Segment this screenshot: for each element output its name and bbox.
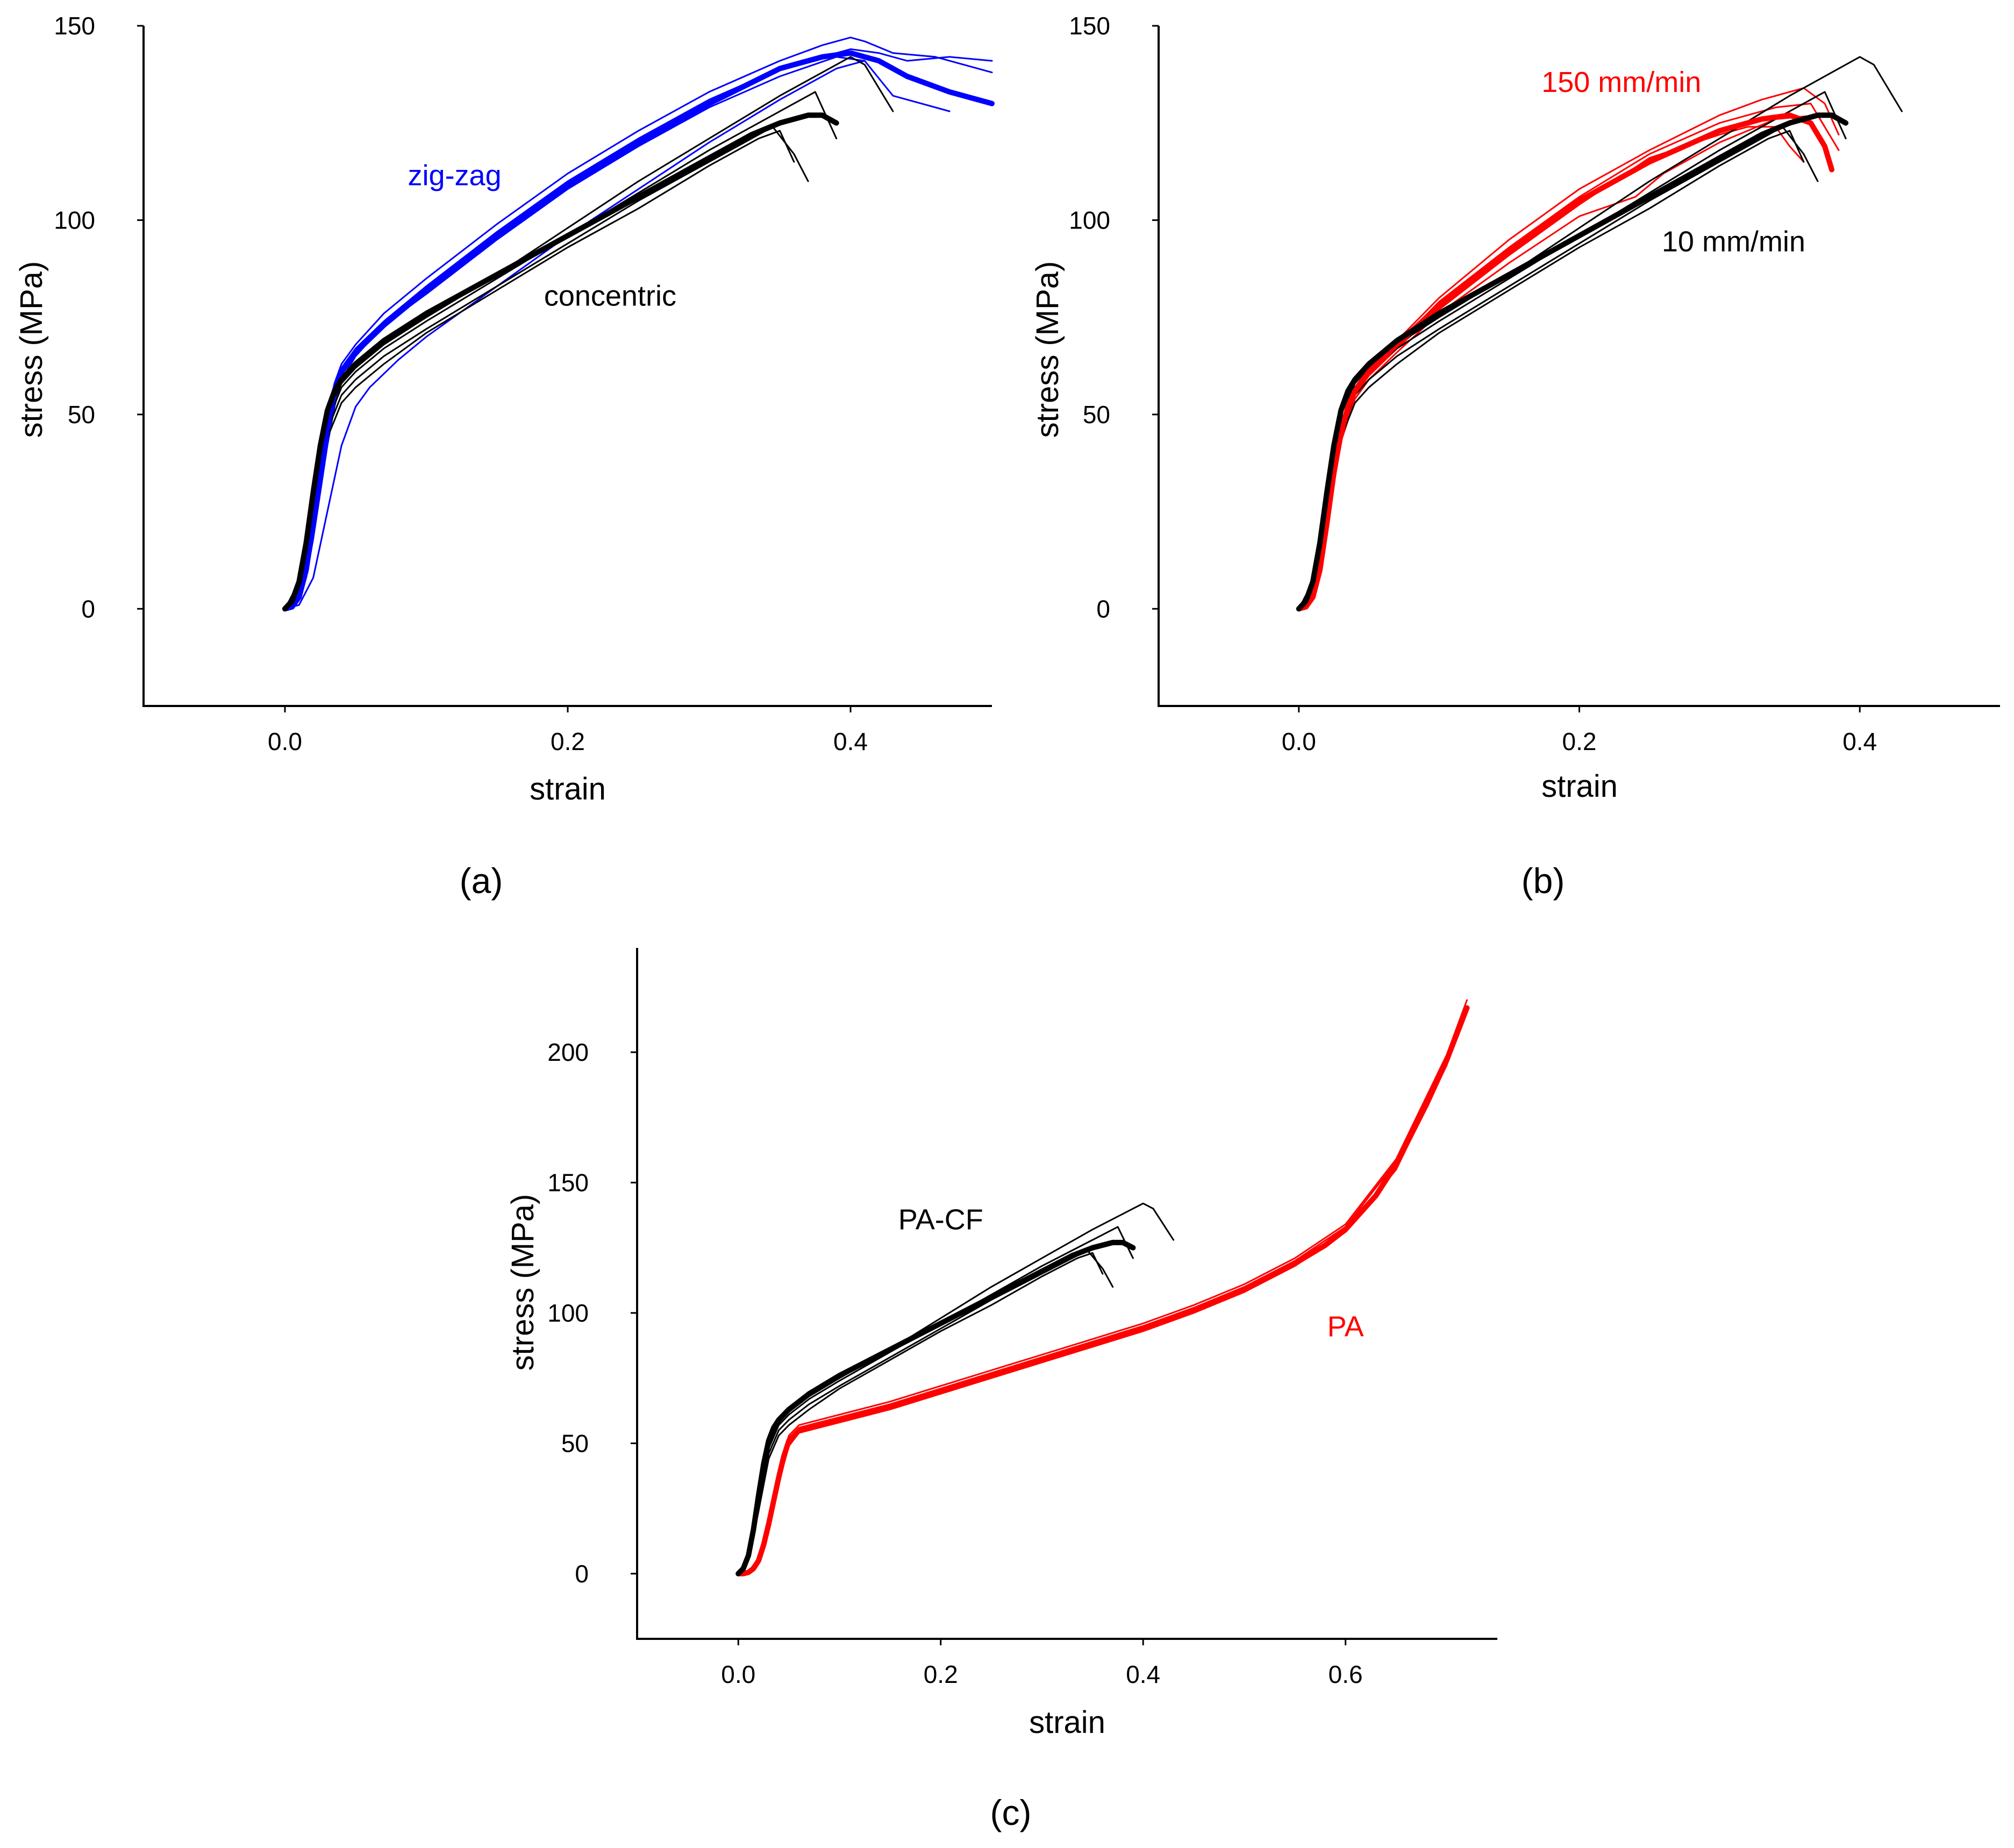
panel-c-caption: (c)	[990, 1793, 1032, 1832]
panel-b: 0.0 0.2 0.4 0 50 100 150 strain stress (MPa) 1…	[1030, 12, 2000, 901]
panel-b-x-tick-label: 0.0	[1282, 727, 1316, 755]
panel-a-y-tick-label: 50	[68, 401, 95, 429]
panel-a-x-tick-label: 0.2	[551, 727, 585, 755]
panel-a-axes	[142, 26, 992, 707]
panel-b-series-1-mean-line	[1296, 112, 1834, 612]
panel-b-axes	[1158, 26, 2000, 707]
panel-a-caption: (a)	[460, 861, 503, 901]
panel-b-x-tick-label: 0.2	[1562, 727, 1597, 755]
panel-a-y-axis-title: stress (MPa)	[14, 261, 49, 438]
panel-a-x-tick-label: 0.4	[833, 727, 868, 755]
panel-a-x-axis-title: strain	[530, 772, 606, 807]
panel-c-axes	[636, 948, 1497, 1640]
panel-a-series-6-mean-line	[282, 112, 839, 612]
panel-c-y-tick-label: 0	[575, 1560, 589, 1588]
panel-c-y-axis-title: stress (MPa)	[505, 1194, 540, 1371]
panel-b-y-tick-label: 100	[1069, 206, 1110, 234]
panel-c-annotations: PA-CF PA	[898, 1204, 1364, 1343]
panel-b-y-tick-label: 50	[1083, 401, 1110, 429]
panel-a-annotation-label: concentric	[544, 280, 676, 312]
panel-c-y-tick-label: 200	[547, 1038, 589, 1066]
panel-a-tick-labels: 0.0 0.2 0.4 0 50 100 150	[54, 12, 868, 755]
panel-c-x-tick-label: 0.6	[1329, 1660, 1363, 1688]
panel-c-annotation-label: PA	[1327, 1311, 1364, 1343]
panel-c-series	[735, 999, 1470, 1576]
panel-a: 0.0 0.2 0.4 0 50 100 150 strain stress (MPa) z…	[14, 12, 995, 901]
panel-b-series-6-mean-line	[1296, 112, 1849, 612]
panel-a-y-tick-label: 100	[54, 206, 95, 234]
panel-c-tick-labels: 0.0 0.2 0.4 0.6 0 50 100 150 200	[547, 1038, 1362, 1688]
panel-c-annotation-label: PA-CF	[898, 1204, 983, 1236]
panel-b-annotation-label: 10 mm/min	[1662, 225, 1805, 258]
panel-a-ticks	[137, 25, 852, 712]
panel-b-caption: (b)	[1522, 861, 1565, 901]
panel-a-y-tick-label: 150	[54, 12, 95, 40]
panel-b-y-tick-label: 0	[1096, 595, 1110, 623]
panel-c-x-tick-label: 0.0	[721, 1660, 755, 1688]
panel-a-series-1-mean-line	[282, 50, 995, 612]
panel-c-ticks	[631, 1051, 1347, 1645]
panel-a-annotations: zig-zag concentric	[408, 159, 676, 312]
panel-b-y-tick-label: 150	[1069, 12, 1110, 40]
panel-c-y-tick-label: 150	[547, 1168, 589, 1196]
panel-c-y-tick-label: 50	[561, 1429, 589, 1457]
panel-b-tick-labels: 0.0 0.2 0.4 0 50 100 150	[1069, 12, 1877, 755]
panel-c-series-5-mean-line	[735, 1239, 1136, 1576]
panel-b-x-axis-title: strain	[1541, 769, 1618, 804]
panel-b-ticks	[1152, 25, 1861, 712]
panel-b-y-axis-title: stress (MPa)	[1030, 261, 1065, 438]
panel-c-x-axis-title: strain	[1029, 1705, 1105, 1740]
panel-c-y-tick-label: 100	[547, 1299, 589, 1327]
panel-a-series-5-specimen-line	[284, 60, 866, 610]
panel-b-annotations: 150 mm/min 10 mm/min	[1541, 66, 1805, 258]
panel-b-series	[1296, 56, 1903, 612]
panel-c: 0.0 0.2 0.4 0.6 0 50 100 150 200 strain stress (…	[505, 948, 1497, 1832]
panel-a-y-tick-label: 0	[81, 595, 95, 623]
panel-c-x-tick-label: 0.4	[1126, 1660, 1160, 1688]
panel-b-x-tick-label: 0.4	[1842, 727, 1877, 755]
panel-c-x-tick-label: 0.2	[924, 1660, 958, 1688]
panel-a-annotation-label: zig-zag	[408, 159, 502, 191]
panel-c-series-9-specimen-line	[737, 1252, 1104, 1575]
panel-c-series-1-mean-line	[735, 1005, 1470, 1576]
panel-a-x-tick-label: 0.0	[268, 727, 302, 755]
panel-b-annotation-label: 150 mm/min	[1541, 66, 1701, 98]
panel-a-series	[282, 37, 995, 612]
